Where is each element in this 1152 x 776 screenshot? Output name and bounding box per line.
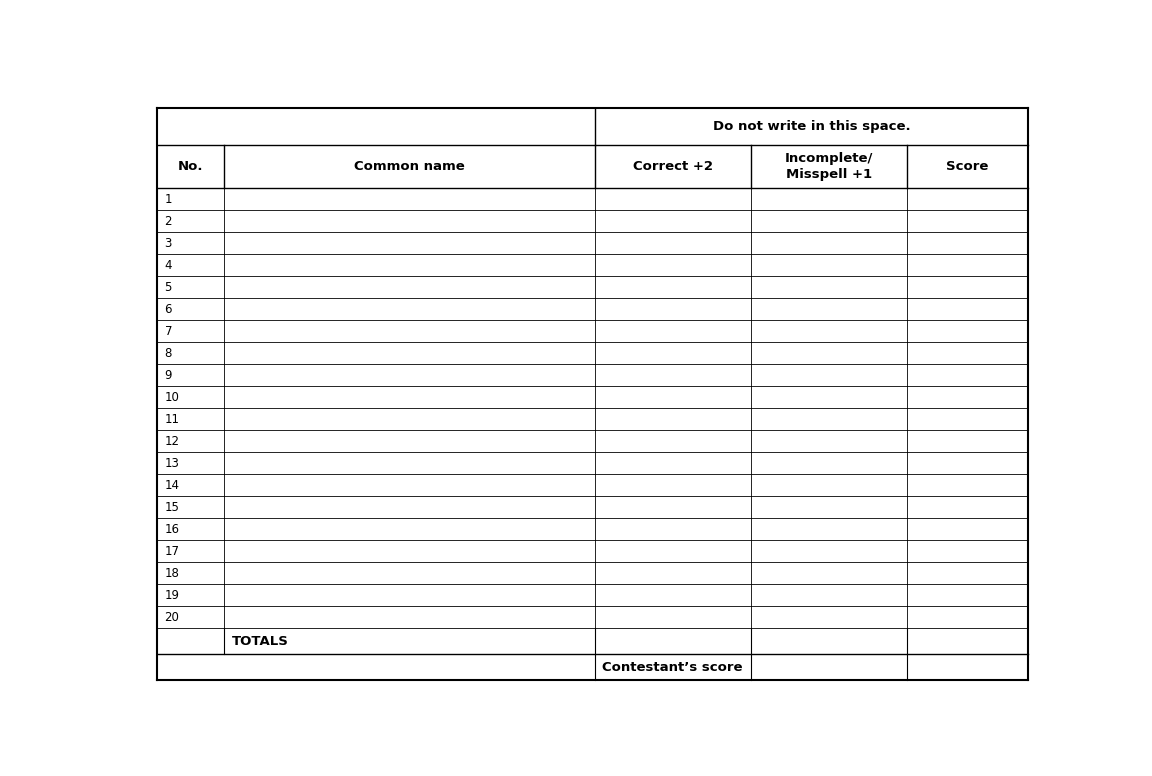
Text: 19: 19 xyxy=(165,589,180,602)
Text: Score: Score xyxy=(947,160,988,173)
Text: Contestant’s score: Contestant’s score xyxy=(602,660,743,674)
Text: 13: 13 xyxy=(165,457,180,469)
Text: 1: 1 xyxy=(165,192,172,206)
Text: 16: 16 xyxy=(165,523,180,536)
Text: 6: 6 xyxy=(165,303,172,316)
Text: 4: 4 xyxy=(165,258,172,272)
Text: 11: 11 xyxy=(165,413,180,426)
Text: 12: 12 xyxy=(165,435,180,448)
Text: 2: 2 xyxy=(165,215,172,227)
Text: Correct +2: Correct +2 xyxy=(632,160,713,173)
Text: Do not write in this space.: Do not write in this space. xyxy=(713,120,910,133)
Text: 8: 8 xyxy=(165,347,172,360)
Text: 10: 10 xyxy=(165,391,180,404)
Text: TOTALS: TOTALS xyxy=(232,635,288,648)
Text: 14: 14 xyxy=(165,479,180,492)
Text: 3: 3 xyxy=(165,237,172,250)
Text: 20: 20 xyxy=(165,611,180,624)
Text: Common name: Common name xyxy=(354,160,465,173)
Text: Incomplete/
Misspell +1: Incomplete/ Misspell +1 xyxy=(785,152,873,181)
Text: 9: 9 xyxy=(165,369,172,382)
Text: 17: 17 xyxy=(165,545,180,558)
Text: 5: 5 xyxy=(165,281,172,293)
Text: No.: No. xyxy=(179,160,204,173)
Text: 15: 15 xyxy=(165,501,180,514)
Text: 7: 7 xyxy=(165,324,172,338)
Text: 18: 18 xyxy=(165,567,180,580)
